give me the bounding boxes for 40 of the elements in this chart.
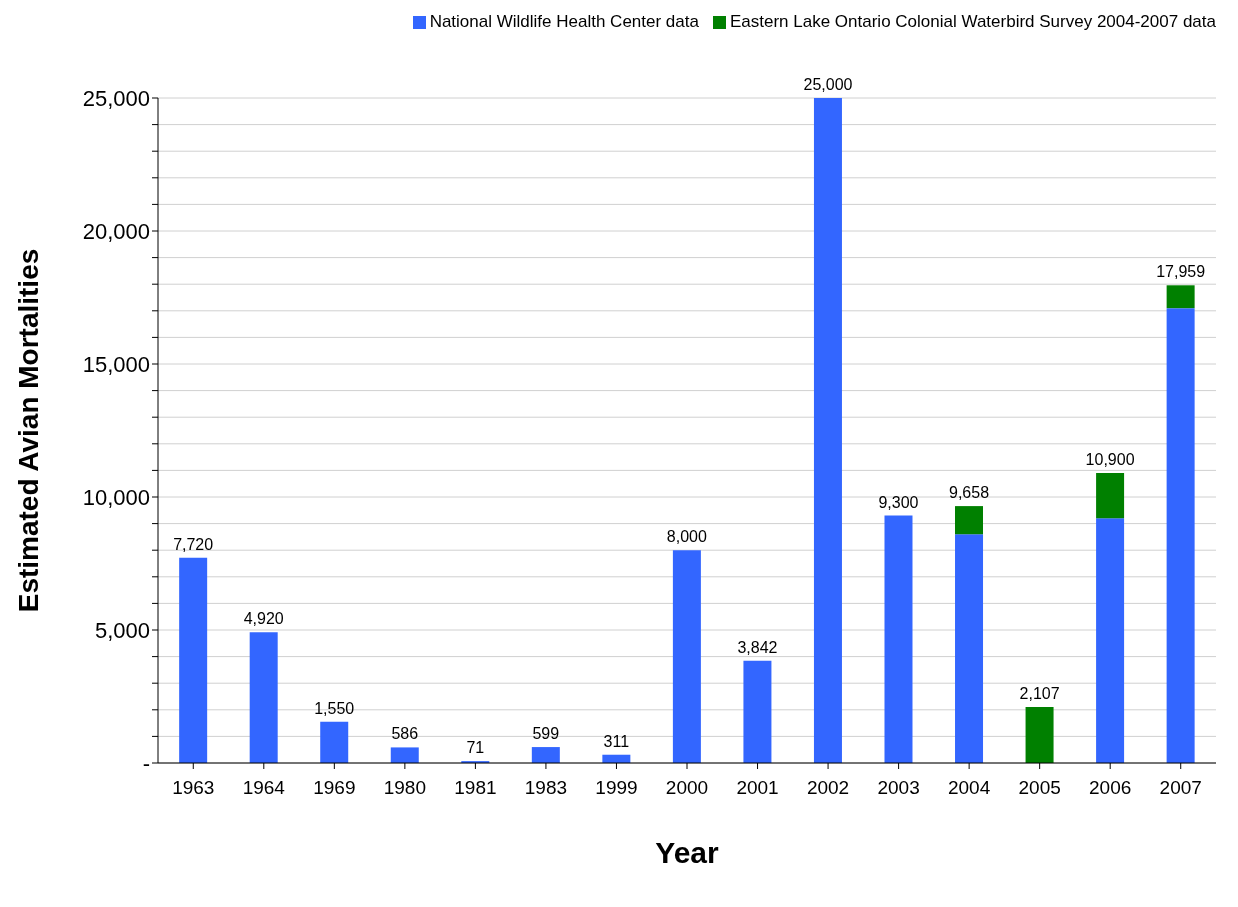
total-label: 586 — [391, 725, 419, 743]
total-label: 17,959 — [1156, 263, 1206, 281]
x-tick-label: 1963 — [172, 777, 215, 799]
x-tick-label: 2006 — [1089, 777, 1132, 799]
y-tick-label: - — [142, 750, 150, 776]
total-label: 10,900 — [1085, 451, 1135, 469]
x-tick-label: 1980 — [383, 777, 427, 799]
x-axis-title: Year — [655, 836, 720, 869]
total-label: 3,842 — [737, 638, 778, 656]
total-label: 25,000 — [803, 76, 853, 93]
y-tick-label: 5,000 — [94, 617, 150, 643]
x-tick-label: 1983 — [524, 777, 568, 799]
x-tick-label: 2002 — [806, 777, 850, 799]
total-label: 599 — [532, 725, 560, 743]
total-label: 71 — [466, 739, 485, 757]
total-label: 311 — [603, 732, 630, 750]
total-label: 9,658 — [949, 484, 990, 502]
total-label: 2,107 — [1019, 684, 1060, 702]
x-tick-label: 2005 — [1018, 777, 1061, 799]
total-label: 7,720 — [173, 535, 214, 553]
x-tick-label: 1999 — [595, 777, 638, 799]
total-label: 1,550 — [314, 699, 355, 717]
legend-label: National Wildlife Health Center data — [428, 12, 699, 32]
y-axis-title: Estimated Avian Mortalities — [12, 248, 44, 613]
y-tick-label: 10,000 — [82, 484, 150, 510]
x-tick-label: 2004 — [947, 777, 991, 799]
x-tick-label: 1969 — [313, 777, 356, 799]
y-tick-label: 25,000 — [82, 85, 150, 111]
x-tick-label: 1981 — [454, 777, 497, 799]
x-tick-label: 1964 — [242, 777, 286, 799]
total-label: 4,920 — [243, 610, 284, 628]
y-tick-label: 15,000 — [82, 351, 150, 377]
x-tick-label: 2001 — [736, 777, 779, 799]
y-tick-label: 20,000 — [82, 218, 150, 244]
legend-label: Eastern Lake Ontario Colonial Waterbird Survey 2004-2007 data — [728, 12, 1216, 32]
total-label: 8,000 — [666, 528, 708, 546]
x-tick-label: 2007 — [1159, 777, 1202, 799]
x-tick-label: 2000 — [665, 777, 709, 799]
total-label: 9,300 — [878, 493, 919, 511]
x-tick-label: 2003 — [877, 777, 920, 799]
